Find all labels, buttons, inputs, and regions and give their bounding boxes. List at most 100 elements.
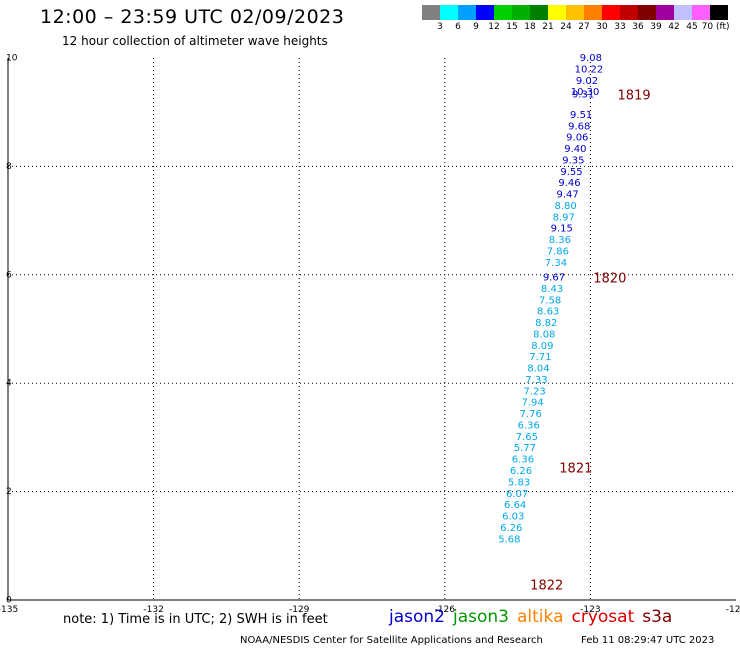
color-swatch bbox=[476, 5, 494, 20]
wave-height-value: 9.15 bbox=[551, 224, 573, 235]
color-scale-label: 6 bbox=[455, 22, 461, 32]
wave-height-value: 9.51 bbox=[570, 110, 592, 121]
color-scale-swatches bbox=[422, 5, 728, 20]
time-label: 1822 bbox=[530, 578, 563, 593]
color-swatch bbox=[602, 5, 620, 20]
wave-height-value: 5.83 bbox=[508, 477, 530, 488]
color-scale-label: 33 bbox=[614, 22, 626, 32]
wave-height-value: 7.94 bbox=[522, 398, 544, 409]
wave-height-value: 5.77 bbox=[514, 443, 536, 454]
x-tick-label: -126 bbox=[435, 605, 456, 615]
color-scale-label: 15 bbox=[506, 22, 518, 32]
wave-height-value: 5.68 bbox=[498, 534, 520, 545]
wave-height-value: 9.02 bbox=[576, 76, 598, 87]
y-tick-label: 4 bbox=[6, 379, 12, 389]
time-label: 1820 bbox=[593, 272, 626, 287]
chart-subtitle: 12 hour collection of altimeter wave hei… bbox=[62, 34, 328, 48]
color-swatch bbox=[548, 5, 566, 20]
wave-height-value: 6.64 bbox=[504, 500, 526, 511]
color-scale-label: 36 bbox=[632, 22, 644, 32]
x-tick-label: -123 bbox=[580, 605, 600, 615]
color-scale-label: 45 bbox=[686, 22, 698, 32]
satellite-label-jason2: jason2 bbox=[389, 607, 445, 627]
color-swatch bbox=[710, 5, 728, 20]
color-scale-label: 27 bbox=[578, 22, 590, 32]
color-swatch bbox=[584, 5, 602, 20]
wave-height-value: 6.36 bbox=[512, 455, 534, 466]
color-swatch bbox=[566, 5, 584, 20]
satellite-label-jason3: jason3 bbox=[453, 607, 509, 627]
color-scale-labels: 3 6 9 12 15 18 21 24 27 30 33 36 39 42 45 70 (ft) bbox=[422, 22, 730, 34]
color-swatch bbox=[494, 5, 512, 20]
color-swatch bbox=[512, 5, 530, 20]
wave-height-value: 9.35 bbox=[562, 155, 584, 166]
wave-height-value: 9.08 bbox=[580, 53, 602, 64]
wave-height-value: 6.36 bbox=[518, 420, 540, 431]
color-scale-label: 42 bbox=[668, 22, 680, 32]
color-scale-label: 9 bbox=[473, 22, 479, 32]
color-scale-legend: 3 6 9 12 15 18 21 24 27 30 33 36 39 42 45 70 (ft) bbox=[422, 5, 730, 34]
x-tick-label: -129 bbox=[289, 605, 310, 615]
wave-height-value: 8.36 bbox=[549, 235, 571, 246]
wave-height-value: 6.26 bbox=[510, 466, 532, 477]
wave-height-value: 8.09 bbox=[531, 341, 553, 352]
wave-height-value: 6.03 bbox=[502, 512, 524, 523]
wave-height-value: 8.82 bbox=[535, 318, 557, 329]
wave-height-value: 7.34 bbox=[545, 258, 567, 269]
satellite-label-altika: altika bbox=[517, 607, 564, 627]
wave-height-value: 9.06 bbox=[566, 133, 588, 144]
wave-height-value: 9.55 bbox=[560, 167, 582, 178]
time-label: 1819 bbox=[618, 88, 651, 103]
wave-height-value: 7.71 bbox=[529, 352, 551, 363]
wave-height-value: 10.22 bbox=[575, 64, 604, 75]
wave-height-value: 7.86 bbox=[547, 246, 569, 257]
wave-height-value: 8.80 bbox=[555, 201, 577, 212]
x-tick-label: -132 bbox=[143, 605, 163, 615]
color-swatch bbox=[656, 5, 674, 20]
color-scale-label: 70 (ft) bbox=[701, 22, 730, 32]
color-scale-label: 30 bbox=[596, 22, 608, 32]
wave-height-value: 6.07 bbox=[506, 489, 528, 500]
wave-height-value: 9.46 bbox=[558, 178, 580, 189]
wave-height-value: 8.97 bbox=[553, 212, 575, 223]
color-swatch bbox=[674, 5, 692, 20]
satellite-label-s3a: s3a bbox=[642, 607, 673, 627]
footnote: note: 1) Time is in UTC; 2) SWH is in fe… bbox=[63, 612, 328, 627]
wave-height-value: 7.76 bbox=[520, 409, 542, 420]
wave-height-value: 9.67 bbox=[543, 273, 565, 284]
color-scale-label: 21 bbox=[542, 22, 554, 32]
color-swatch bbox=[638, 5, 656, 20]
y-tick-label: 0 bbox=[6, 596, 12, 606]
color-swatch bbox=[422, 5, 440, 20]
y-tick-label: 10 bbox=[6, 54, 18, 64]
wave-height-value: 9.40 bbox=[564, 144, 586, 155]
footer-timestamp: Feb 11 08:29:47 UTC 2023 bbox=[581, 635, 715, 646]
chart-title: 12:00 – 23:59 UTC 02/09/2023 bbox=[40, 6, 345, 28]
x-tick-label: -120 bbox=[726, 605, 740, 615]
color-swatch bbox=[620, 5, 638, 20]
wave-height-value: 7.23 bbox=[523, 386, 545, 397]
wave-height-value: 9.31 bbox=[572, 89, 594, 100]
y-tick-label: 8 bbox=[6, 162, 12, 172]
color-swatch bbox=[692, 5, 710, 20]
wave-height-value: 7.33 bbox=[525, 375, 547, 386]
wave-height-value: 7.65 bbox=[516, 432, 538, 443]
y-tick-label: 2 bbox=[6, 487, 12, 497]
color-scale-label: 24 bbox=[560, 22, 572, 32]
footer-credit: NOAA/NESDIS Center for Satellite Applica… bbox=[240, 635, 543, 646]
wave-height-value: 8.43 bbox=[541, 284, 563, 295]
wave-height-value: 8.08 bbox=[533, 329, 555, 340]
color-scale-label: 3 bbox=[437, 22, 443, 32]
y-tick-label: 6 bbox=[6, 270, 12, 280]
wave-height-value: 9.47 bbox=[556, 190, 578, 201]
color-scale-label: 18 bbox=[524, 22, 536, 32]
x-tick-label: -135 bbox=[0, 605, 18, 615]
color-swatch bbox=[440, 5, 458, 20]
color-scale-label: 39 bbox=[650, 22, 662, 32]
wave-height-value: 8.63 bbox=[537, 307, 559, 318]
wave-height-value: 9.68 bbox=[568, 121, 590, 132]
wave-height-value: 8.04 bbox=[527, 364, 549, 375]
satellite-label-cryosat: cryosat bbox=[571, 607, 635, 627]
color-swatch bbox=[458, 5, 476, 20]
